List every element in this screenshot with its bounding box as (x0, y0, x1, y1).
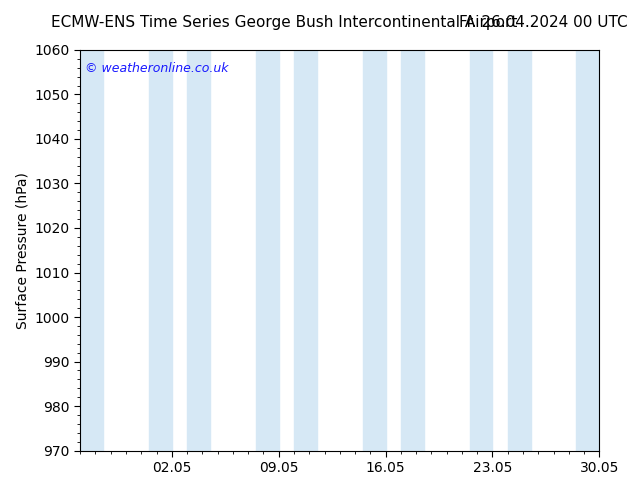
Bar (187, 50, 210, 451)
Bar (508, 50, 531, 451)
Bar (401, 50, 424, 451)
Bar (576, 50, 599, 451)
Bar (149, 50, 172, 451)
Bar (363, 50, 385, 451)
Text: ECMW-ENS Time Series George Bush Intercontinental Airport: ECMW-ENS Time Series George Bush Interco… (51, 15, 517, 30)
Text: Fr. 26.04.2024 00 UTC: Fr. 26.04.2024 00 UTC (459, 15, 628, 30)
Bar (256, 50, 279, 451)
Bar (294, 50, 317, 451)
Bar (81, 50, 103, 451)
Text: © weatheronline.co.uk: © weatheronline.co.uk (86, 62, 229, 75)
Bar (470, 50, 493, 451)
Y-axis label: Surface Pressure (hPa): Surface Pressure (hPa) (15, 172, 29, 329)
